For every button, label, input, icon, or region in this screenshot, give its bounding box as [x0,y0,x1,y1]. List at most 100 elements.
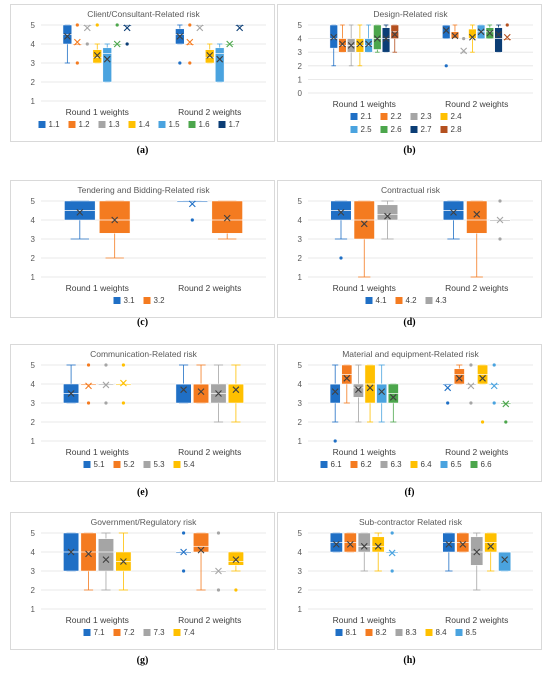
mean-marker [388,549,396,557]
outlier-point [390,569,394,573]
box-1.5-1 [102,43,112,83]
legend-swatch [350,126,358,133]
chart-title: Tendering and Bidding-Related risk [77,185,210,195]
mean-marker [197,388,205,395]
legend-label: 5.3 [154,460,166,469]
box-6.5-1 [376,364,388,423]
y-tick-label: 4 [31,40,36,49]
mean-marker [451,32,459,40]
legend-swatch [380,113,388,120]
outlier-point [339,256,343,260]
mean-marker [356,40,364,48]
legend-label: 3.1 [124,296,136,305]
y-tick-label: 5 [298,21,303,30]
mean-marker [226,40,234,48]
chart-panel: Communication-Related risk 1 2 3 4 5 Round 1 w… [10,344,275,482]
legend-label: 2.5 [361,125,373,134]
panel-caption: (c) [136,317,149,328]
y-tick-label: 2 [298,62,303,71]
legend-swatch [173,461,181,468]
y-tick-label: 3 [31,399,36,408]
legend-swatch [188,121,196,128]
mean-marker [111,216,119,224]
box-1.1-2 [175,24,185,65]
legend-label: 8.1 [346,628,358,637]
y-tick-label: 2 [31,418,36,427]
mean-marker [186,38,194,46]
legend-label: 8.4 [436,628,448,637]
box-1.5-2 [215,43,225,83]
outlier-point [505,23,509,27]
mean-marker [444,384,452,392]
box-4.3-2 [489,199,511,241]
legend-label: 8.3 [406,628,418,637]
legend-swatch [365,629,373,636]
mean-marker [490,382,498,390]
box-7.1-2 [175,531,192,573]
box-2.5-1 [364,24,373,53]
box-5.2-2 [193,364,209,404]
legend-label: 2.8 [451,125,463,134]
box-5.4-1 [115,363,132,405]
mean-marker [196,24,204,32]
mean-marker [501,556,509,563]
mean-marker [467,382,475,390]
outlier-point [446,401,450,405]
outlier-point [234,588,238,592]
legend-swatch [440,126,448,133]
chart-title: Material and equipment-Related risk [342,349,479,359]
box-7.4-2 [227,551,244,592]
mean-marker [113,40,121,48]
box-2.4-2 [468,24,477,53]
box-2.1-1 [329,24,338,67]
mean-marker [373,35,381,42]
y-tick-label: 1 [31,605,36,614]
outlier-point [75,61,79,65]
legend-swatch [158,121,166,128]
box-2.8-2 [503,23,512,41]
box-7.1-1 [63,532,80,572]
legend-swatch [143,629,151,636]
box-8.5-1 [385,531,399,573]
legend-swatch [350,113,358,120]
legend-label: 2.7 [421,125,433,134]
y-tick-label: 3 [298,235,303,244]
mean-marker [215,567,222,575]
box-6.1-1 [329,364,341,443]
category-label: Round 1 weights [66,615,129,625]
box-plot: Communication-Related risk 1 2 3 4 5 Round 1 w… [31,349,266,469]
box-rect [466,200,488,234]
outlier-point [504,420,508,424]
mean-marker [346,541,354,548]
box-6.3-1 [353,364,364,423]
box-rect [376,383,388,404]
category-label: Round 1 weights [66,107,129,117]
legend-swatch [440,461,448,468]
outlier-point [469,401,473,405]
outlier-point [178,61,182,65]
outlier-point [498,237,502,241]
legend-swatch [113,297,121,304]
legend-label: 6.4 [421,460,433,469]
legend-swatch [173,629,181,636]
box-2.3-2 [459,37,468,55]
box-1.2-1 [72,23,82,65]
outlier-point [181,569,186,573]
legend-label: 6.2 [361,460,373,469]
y-tick-label: 2 [298,254,303,263]
legend-swatch [143,297,151,304]
box-2.2-2 [450,24,460,40]
category-label: Round 2 weights [445,99,508,109]
mean-marker [343,374,351,382]
y-tick-label: 3 [31,59,36,68]
box-5.1-1 [63,364,80,404]
box-5.3-2 [210,364,227,423]
mean-marker [496,216,504,224]
box-8.2-2 [456,532,470,553]
box-plot: Design-Related risk 0 1 2 3 4 5 Round 1 weights… [298,9,533,134]
outlier-point [95,23,99,27]
box-4.2-1 [353,200,375,278]
mean-marker [188,200,196,208]
y-tick-label: 3 [298,399,303,408]
box-rect [175,383,192,404]
